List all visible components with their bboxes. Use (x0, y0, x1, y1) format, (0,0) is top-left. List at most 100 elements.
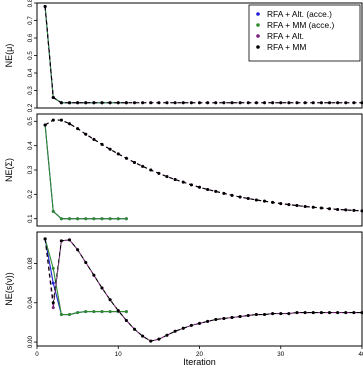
x-tick-label: 10 (115, 351, 122, 358)
panel-3-data-point (60, 239, 63, 242)
panel-1-data-point (352, 101, 355, 104)
panel-2-data-point (60, 217, 63, 220)
panel-3-data-point (222, 317, 225, 320)
panel-2-data-point (101, 217, 104, 220)
panel-1-data-point (76, 101, 79, 104)
panel-1-data-point (344, 101, 347, 104)
panel-2-data-point (44, 123, 47, 126)
panel-1-data-point (174, 101, 177, 104)
panel-2-data-point (239, 196, 242, 199)
panel-1-data-point (336, 101, 339, 104)
panel-1-data-point (320, 101, 323, 104)
panel-2-data-point (109, 148, 112, 151)
panel-2-data-point (92, 138, 95, 141)
panel-2-series-line (45, 125, 126, 219)
panel-2-data-point (157, 172, 160, 175)
panel-3-data-point (206, 320, 209, 323)
panel-2-data-point (352, 209, 355, 212)
panel-2-data-point (190, 183, 193, 186)
panel-3-data-point (68, 313, 71, 316)
panel-1-data-point (157, 101, 160, 104)
panel-3-data-point (344, 311, 347, 314)
panel-1-data-point (328, 101, 331, 104)
panel-3-data-point (92, 274, 95, 277)
panel-3-series-line (45, 239, 362, 341)
legend-marker (256, 23, 260, 27)
x-tick-label: 0 (35, 351, 39, 358)
panel-2-data-point (60, 119, 63, 122)
panel-2-ytick-label: 0.2 (27, 189, 34, 198)
panel-3-data-point (109, 310, 112, 313)
panel-1-data-point (255, 101, 258, 104)
panel-2-data-point (68, 217, 71, 220)
panel-2-data-point (214, 190, 217, 193)
panel-1-data-point (141, 101, 144, 104)
panel-3-data-point (214, 318, 217, 321)
panel-3-ytick-label: 0.08 (27, 257, 34, 270)
panel-2-data-point (182, 181, 185, 184)
panel-1-data-point (312, 101, 315, 104)
panel-2-ytick-label: 0.4 (27, 141, 34, 150)
panel-1-data-point (166, 101, 169, 104)
panel-3-data-point (125, 310, 128, 313)
panel-2-data-point (92, 217, 95, 220)
panel-3-data-point (296, 311, 299, 314)
panel-3-data-point (166, 334, 169, 337)
panel-1-data-point (60, 101, 63, 104)
panel-2-data-point (166, 175, 169, 178)
panel-3-data-point (231, 316, 234, 319)
panel-2-data-point (101, 143, 104, 146)
panel-3-ytick-label: 0.04 (27, 296, 34, 309)
panel-2-data-point (344, 208, 347, 211)
x-axis-label: Iteration (183, 357, 216, 367)
panel-2-data-point (84, 217, 87, 220)
panel-1-data-point (44, 5, 47, 8)
panel-1-series-line (45, 7, 126, 103)
panel-3-data-point (287, 312, 290, 315)
panel-2-data-point (84, 133, 87, 136)
panel-3-data-point (68, 238, 71, 241)
panel-2-data-point (255, 198, 258, 201)
panel-2-data-point (271, 201, 274, 204)
legend-entry: RFA + Alt. (267, 31, 304, 41)
panel-2-ytick-label: 0.5 (27, 116, 34, 125)
panel-1-data-point (304, 101, 307, 104)
panel-3-data-point (60, 313, 63, 316)
panel-1-data-point (231, 101, 234, 104)
panel-3-data-point (239, 315, 242, 318)
legend-entry: RFA + MM (267, 42, 306, 52)
panel-2-data-point (117, 152, 120, 155)
panel-3-data-point (271, 312, 274, 315)
panel-3-series-line (45, 239, 362, 341)
panel-2-ylabel: NE(Σ) (4, 158, 14, 182)
panel-3-data-point (76, 248, 79, 251)
x-tick-label: 40 (359, 351, 363, 358)
panel-3-data-point (117, 309, 120, 312)
panel-1-ytick-label: 0.6 (27, 33, 34, 42)
panel-1-data-point (68, 101, 71, 104)
panel-3-data-point (84, 261, 87, 264)
legend-marker (256, 45, 260, 49)
panel-2-data-point (263, 200, 266, 203)
panel-3-data-point (279, 312, 282, 315)
panel-2-data-point (52, 119, 55, 122)
panel-1-ytick-label: 0.7 (27, 16, 34, 25)
panel-2-data-point (125, 157, 128, 160)
panel-3-ylabel: NE(s(ν)) (4, 272, 14, 306)
panel-2-ytick-label: 0.3 (27, 165, 34, 174)
panel-1-data-point (109, 101, 112, 104)
panel-1-data-point (287, 101, 290, 104)
panel-2-series-line (45, 120, 362, 211)
panel-2-data-point (117, 217, 120, 220)
panel-3-data-point (247, 314, 250, 317)
panel-2-data-point (141, 165, 144, 168)
panel-1-ytick-label: 0.2 (27, 103, 34, 112)
panel-2-data-point (125, 217, 128, 220)
panel-1-data-point (92, 101, 95, 104)
panel-2-data-point (312, 206, 315, 209)
panel-1-data-point (222, 101, 225, 104)
panel-3-data-point (92, 310, 95, 313)
panel-2-data-point (304, 205, 307, 208)
panel-2-data-point (109, 217, 112, 220)
legend-marker (256, 12, 260, 16)
